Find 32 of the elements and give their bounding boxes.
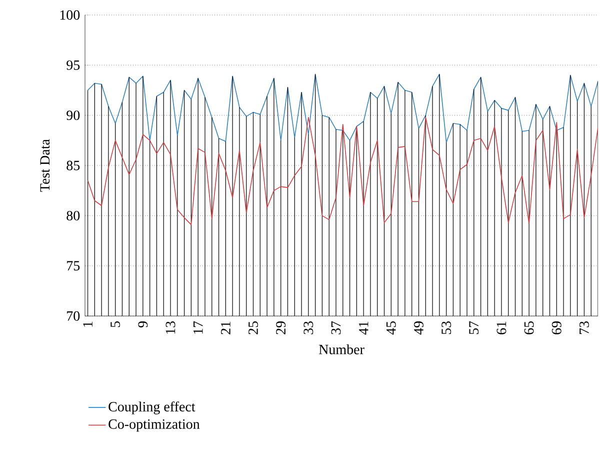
x-tick-label: 25 bbox=[248, 321, 258, 334]
x-tick-label: 41 bbox=[358, 322, 368, 335]
x-tick-label: 9 bbox=[138, 321, 148, 328]
x-tick-label: 13 bbox=[166, 321, 176, 334]
legend-label: Co-optimization bbox=[108, 419, 200, 432]
line-series bbox=[87, 116, 598, 226]
x-tick-label: 61 bbox=[496, 322, 506, 334]
line-series bbox=[87, 74, 598, 143]
x-axis-title: Number bbox=[318, 344, 364, 354]
legend-label: Coupling effect bbox=[108, 401, 196, 414]
x-tick-label: 17 bbox=[193, 321, 203, 334]
y-tick-label: 90 bbox=[66, 110, 80, 120]
x-tick-label: 57 bbox=[469, 321, 479, 334]
x-tick-label: 1 bbox=[83, 322, 92, 327]
y-tick-label: 95 bbox=[66, 60, 80, 70]
x-tick-label: 37 bbox=[331, 321, 341, 334]
x-tick-label: 29 bbox=[276, 321, 286, 334]
x-tick-label: 69 bbox=[552, 321, 562, 334]
y-tick-label: 75 bbox=[67, 261, 80, 270]
y-tick-label: 85 bbox=[66, 160, 80, 170]
x-tick-label: 73 bbox=[580, 321, 589, 334]
x-tick-label: 33 bbox=[304, 321, 314, 334]
x-tick-label: 65 bbox=[524, 321, 534, 334]
x-tick-label: 45 bbox=[386, 321, 396, 335]
y-axis-title: Test Data bbox=[40, 139, 50, 192]
x-tick-label: 21 bbox=[221, 322, 230, 334]
y-tick-label: 80 bbox=[66, 210, 80, 220]
x-tick-label: 49 bbox=[414, 321, 424, 335]
y-tick-label: 70 bbox=[67, 311, 80, 321]
x-tick-label: 53 bbox=[442, 321, 452, 334]
x-tick-label: 5 bbox=[110, 321, 120, 328]
y-tick-label: 100 bbox=[60, 10, 80, 20]
